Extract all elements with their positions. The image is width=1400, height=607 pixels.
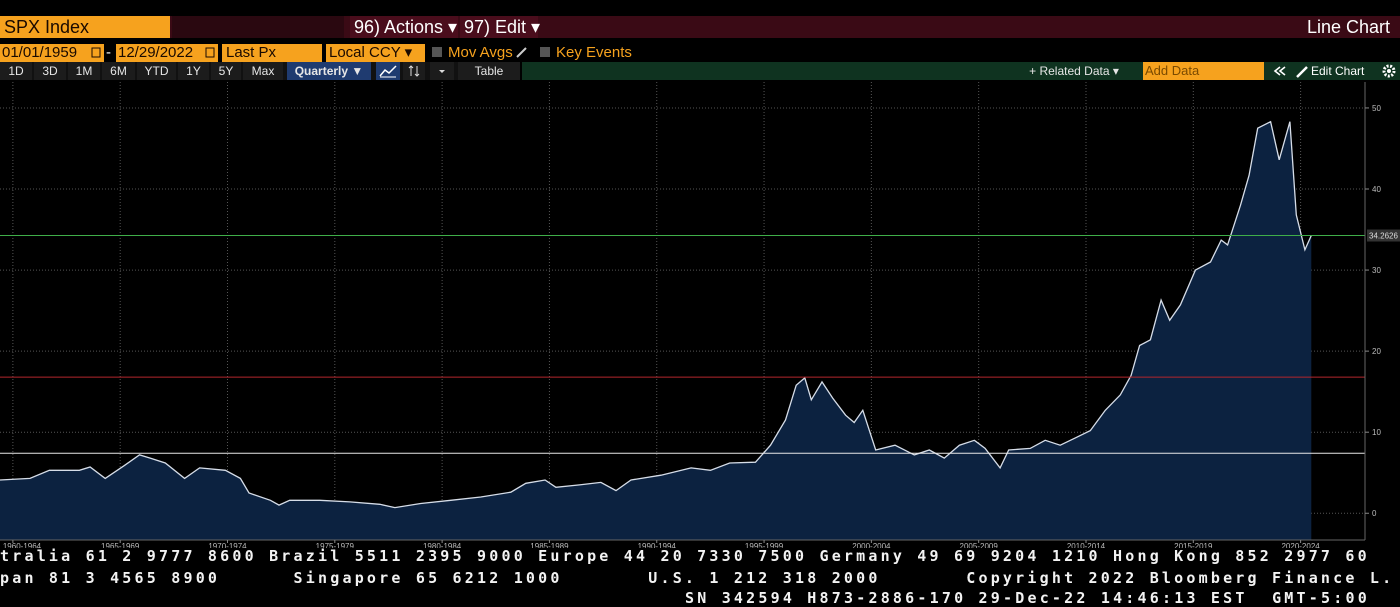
period-button[interactable]: Max bbox=[243, 62, 283, 80]
area-fill bbox=[0, 121, 1312, 540]
y-tick-label: 50 bbox=[1372, 104, 1381, 113]
checkbox[interactable] bbox=[432, 47, 444, 59]
view-name: Line Chart bbox=[1306, 17, 1390, 37]
ticker-field[interactable]: SPX Index bbox=[0, 16, 170, 38]
edit-menu[interactable]: 97) Edit ▾ bbox=[460, 16, 540, 38]
table-button[interactable]: Table bbox=[458, 62, 520, 80]
dropdown-icon[interactable] bbox=[430, 62, 454, 80]
y-tick-label: 20 bbox=[1372, 347, 1381, 356]
currency-select[interactable]: Local CCY ▾ bbox=[326, 44, 425, 62]
actions-menu[interactable]: 96) Actions ▾ bbox=[350, 16, 458, 38]
period-button[interactable]: 6M bbox=[102, 62, 135, 80]
last-value-box bbox=[1367, 229, 1400, 242]
x-tick-label: 2020-2024 bbox=[1281, 542, 1320, 548]
end-date[interactable]: 12/29/2022 bbox=[116, 44, 218, 62]
x-tick-label: 2005-2009 bbox=[960, 542, 999, 548]
field-select[interactable]: Last Px bbox=[222, 44, 322, 62]
x-tick-label: 2000-2004 bbox=[852, 542, 891, 548]
line bbox=[0, 120, 1312, 509]
key-events[interactable]: Key Events bbox=[556, 44, 632, 61]
footer-line: tralia 61 2 9777 8600 Brazil 5511 2395 9… bbox=[0, 547, 1370, 565]
period-button[interactable]: 1D bbox=[0, 62, 32, 80]
add-data-field[interactable]: Add Data bbox=[1143, 62, 1264, 80]
x-tick-label: 1960-1964 bbox=[3, 542, 42, 548]
chart-type-icon[interactable] bbox=[376, 62, 400, 80]
x-tick-label: 1970-1974 bbox=[208, 542, 247, 548]
date-separator: - bbox=[106, 44, 111, 61]
footer-line: pan 81 3 4565 8900 Singapore 65 6212 100… bbox=[0, 569, 1395, 587]
period-button[interactable]: 3D bbox=[34, 62, 66, 80]
x-tick-label: 1990-1994 bbox=[638, 542, 677, 548]
x-tick-label: 2010-2014 bbox=[1067, 542, 1106, 548]
x-tick-label: 2015-2019 bbox=[1174, 542, 1213, 548]
pencil-icon[interactable] bbox=[1294, 62, 1310, 80]
pencil-icon[interactable] bbox=[515, 45, 529, 59]
x-tick-label: 1965-1969 bbox=[101, 542, 140, 548]
period-button[interactable]: YTD bbox=[137, 62, 176, 80]
y-tick-label: 40 bbox=[1372, 185, 1381, 194]
related-data[interactable]: + Related Data ▾ bbox=[1016, 62, 1132, 80]
footer-line: SN 342594 H873-2886-170 29-Dec-22 14:46:… bbox=[685, 589, 1370, 607]
calendar-icon[interactable] bbox=[205, 46, 215, 58]
calendar-icon[interactable] bbox=[91, 46, 101, 58]
period-button[interactable]: 5Y bbox=[211, 62, 241, 80]
frequency-select[interactable]: Quarterly ▼ bbox=[287, 62, 371, 80]
x-tick-label: 1995-1999 bbox=[745, 542, 784, 548]
toolbar-row bbox=[522, 62, 1400, 80]
gear-icon[interactable] bbox=[1380, 62, 1398, 80]
mov-avgs[interactable]: Mov Avgs bbox=[448, 44, 513, 61]
start-date[interactable]: 01/01/1959 bbox=[0, 44, 104, 62]
collapse-icon[interactable] bbox=[1270, 62, 1290, 80]
x-tick-label: 1975-1979 bbox=[316, 542, 355, 548]
ticker-desc bbox=[172, 16, 344, 38]
x-tick-label: 1985-1989 bbox=[530, 542, 569, 548]
edit-chart[interactable]: Edit Chart bbox=[1311, 64, 1365, 78]
sort-icon[interactable] bbox=[403, 62, 425, 80]
x-tick-label: 1980-1984 bbox=[423, 542, 462, 548]
y-tick-label: 0 bbox=[1372, 509, 1377, 518]
last-value-label: 34.2626 bbox=[1369, 232, 1398, 241]
y-tick-label: 10 bbox=[1372, 428, 1381, 437]
period-button[interactable]: 1Y bbox=[178, 62, 209, 80]
chart: 34.2626 0 10 20 30 40 50 1960-1964 1965-1969 1970… bbox=[0, 82, 1400, 548]
period-button[interactable]: 1M bbox=[68, 62, 100, 80]
checkbox[interactable] bbox=[540, 47, 552, 59]
y-tick-label: 30 bbox=[1372, 266, 1381, 275]
